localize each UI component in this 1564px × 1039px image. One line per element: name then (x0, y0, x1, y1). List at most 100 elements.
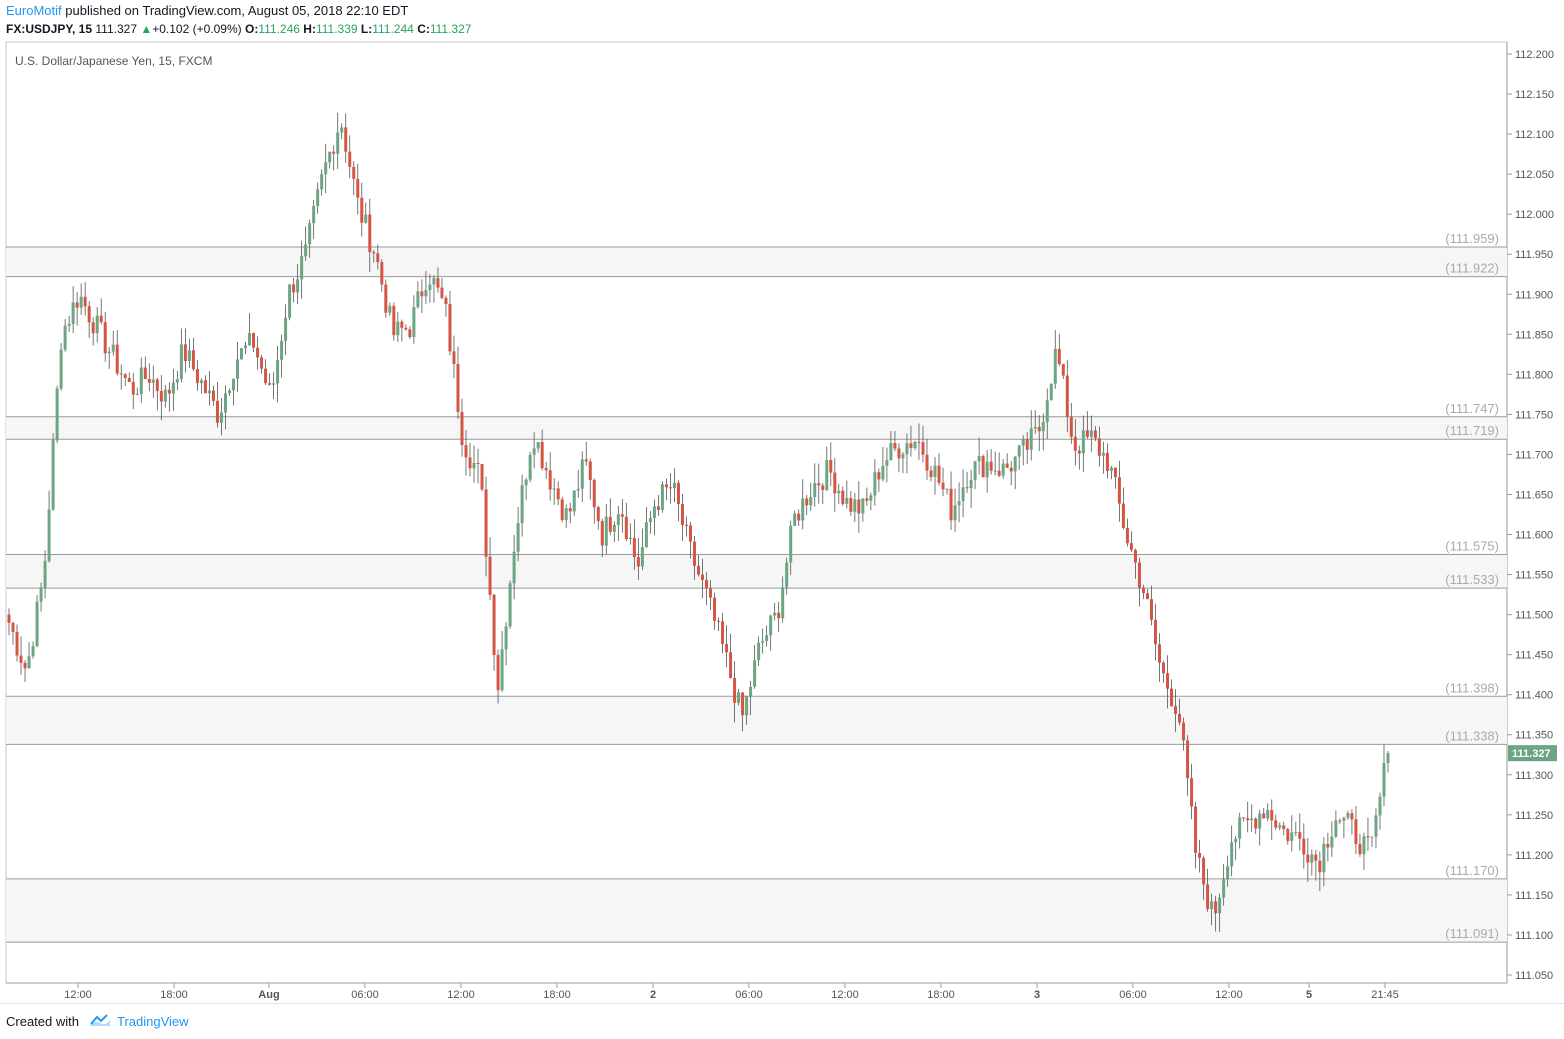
candle-body (380, 262, 384, 285)
symbol: FX:USDJPY, 15 (6, 22, 93, 36)
candle-body (472, 462, 476, 469)
candle-body (516, 522, 520, 552)
candle-body (1254, 818, 1258, 829)
candle-body (957, 501, 961, 506)
zone-band (6, 416, 1507, 440)
price-chart[interactable]: (111.959) (111.922) (111.747) (111.719) (111… (0, 0, 1564, 1005)
candle-body (897, 448, 901, 459)
candle-body (111, 344, 115, 352)
candle-body (1238, 817, 1242, 839)
candle-body (227, 390, 231, 394)
candle-body (1354, 819, 1358, 845)
candle-body (648, 518, 652, 523)
candle-body (79, 296, 83, 308)
candle-body (1266, 809, 1270, 819)
candle-body (1282, 825, 1286, 830)
candle-body (913, 441, 917, 449)
candle-body (656, 506, 660, 510)
x-tick-label: 06:00 (351, 989, 379, 1001)
candle-body (636, 557, 640, 567)
tradingview-link[interactable]: TradingView (116, 1014, 189, 1029)
candle-body (19, 655, 23, 663)
candle-body (139, 367, 143, 395)
y-tick-label: 111.700 (1515, 449, 1553, 461)
candle-body (408, 329, 412, 338)
candle-body (75, 302, 79, 308)
candle-body (55, 388, 59, 441)
candle-body (861, 498, 865, 514)
candle-body (1350, 813, 1354, 820)
candle-body (223, 393, 227, 413)
candle-body (300, 256, 304, 280)
candle-body (664, 484, 668, 488)
candle-body (568, 508, 572, 512)
candle-body (1258, 813, 1262, 829)
x-tick-label: 12:00 (447, 989, 475, 1001)
candle-body (240, 348, 244, 360)
y-tick-label: 111.500 (1515, 610, 1553, 622)
candle-body (1190, 778, 1194, 807)
candle-body (15, 631, 19, 656)
candle-body (925, 454, 929, 471)
candle-body (1017, 445, 1021, 457)
y-tick-label: 111.650 (1515, 489, 1553, 501)
candle-body (789, 525, 793, 563)
y-tick-label: 111.550 (1515, 570, 1553, 582)
candle-body (1358, 844, 1362, 855)
candle-body (676, 482, 680, 505)
candle-body (171, 382, 175, 394)
candle-body (985, 461, 989, 478)
y-tick-label: 111.150 (1515, 890, 1553, 902)
candle-body (801, 498, 805, 521)
candle-body (191, 350, 195, 370)
candle-body (644, 522, 648, 548)
publisher-link[interactable]: EuroMotif (6, 3, 62, 18)
footer: Created with TradingView (6, 1013, 189, 1030)
candle-body (1045, 400, 1049, 422)
candle-body (235, 359, 239, 379)
x-tick-label: 3 (1034, 989, 1040, 1001)
candle-body (1061, 364, 1065, 376)
candle-body (845, 497, 849, 504)
candle-body (604, 516, 608, 546)
candle-body (1310, 854, 1314, 863)
candle-body (1149, 599, 1153, 620)
zone-top-label: (111.747) (1445, 401, 1499, 416)
y-tick-label: 111.600 (1515, 530, 1553, 542)
candle-body (1386, 753, 1390, 764)
candle-body (1129, 543, 1133, 550)
candle-body (524, 479, 528, 486)
candle-body (1137, 562, 1141, 588)
candle-body (757, 642, 761, 661)
candle-body (123, 374, 127, 379)
candle-body (496, 655, 500, 691)
candle-body (1065, 375, 1069, 417)
candle-body (1170, 688, 1174, 707)
candle-body (809, 497, 813, 506)
candle-body (288, 284, 292, 318)
y-tick-label: 111.850 (1515, 329, 1553, 341)
candle-body (308, 223, 312, 245)
candle-body (23, 662, 27, 669)
candle-body (1049, 383, 1053, 401)
candle-body (207, 390, 211, 394)
candle-body (47, 509, 51, 562)
candle-body (668, 487, 672, 489)
candle-body (452, 351, 456, 364)
candle-body (187, 350, 191, 361)
candle-body (199, 380, 203, 384)
candle-body (11, 622, 15, 632)
candle-body (39, 587, 43, 602)
candle-body (688, 525, 692, 542)
candle-body (1162, 662, 1166, 674)
candle-body (480, 463, 484, 490)
candle-body (99, 315, 103, 323)
candle-body (183, 344, 187, 361)
candle-body (741, 692, 745, 716)
candle-body (528, 454, 532, 480)
candle-body (131, 382, 135, 395)
candle-body (841, 490, 845, 504)
candle-body (941, 482, 945, 490)
y-tick-label: 111.900 (1515, 289, 1553, 301)
candle-body (1218, 897, 1222, 914)
